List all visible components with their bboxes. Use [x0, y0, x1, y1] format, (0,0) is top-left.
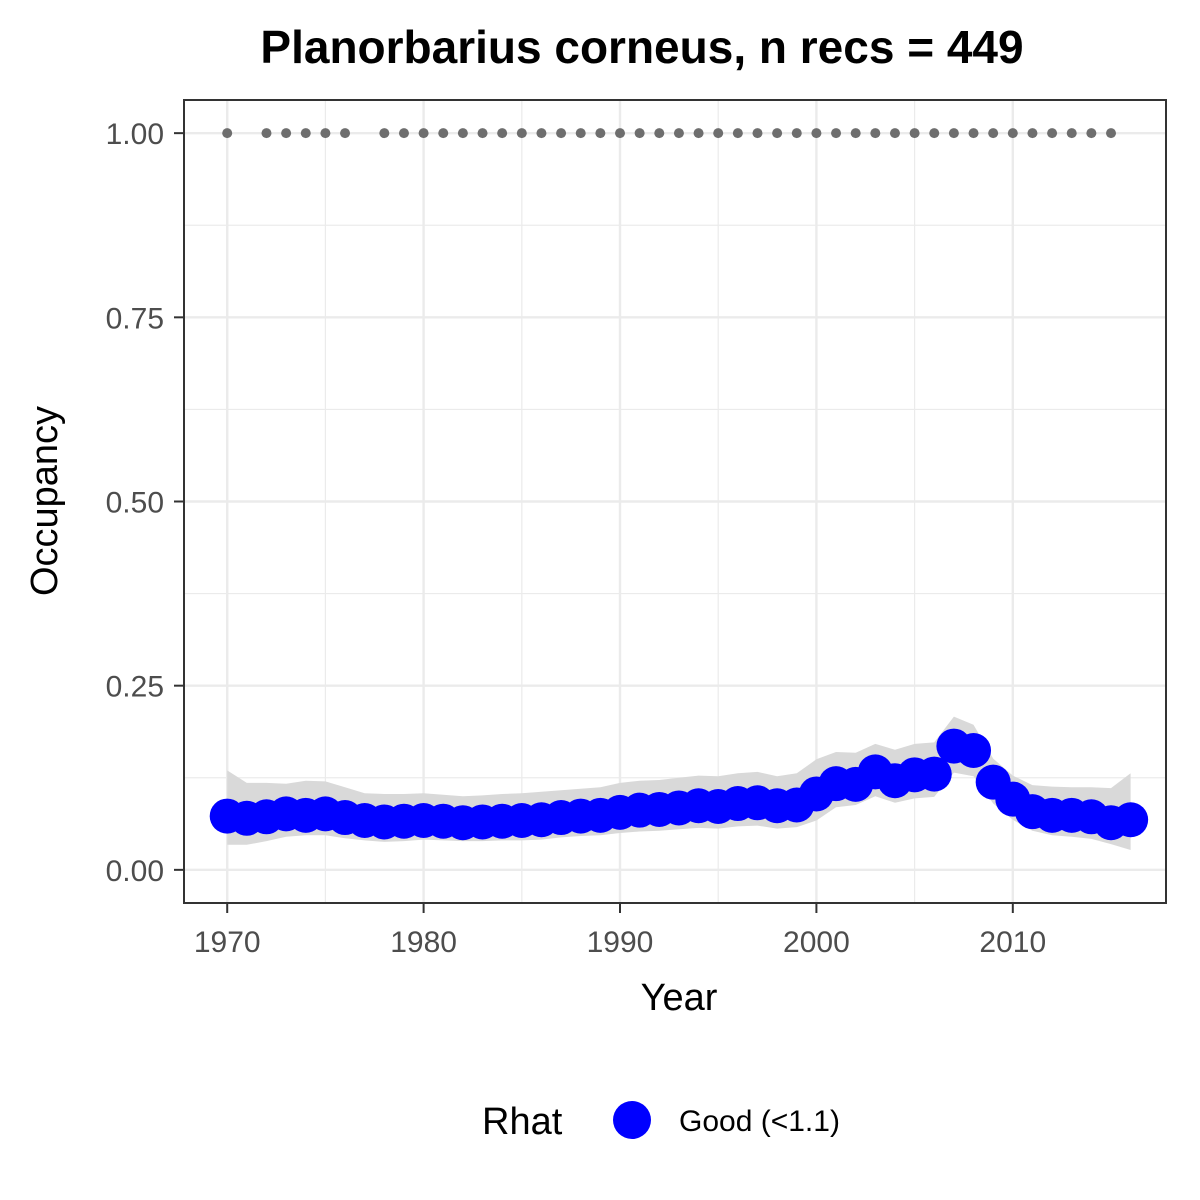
record-year-point	[418, 128, 429, 139]
record-year-point	[1066, 128, 1077, 139]
record-year-point	[261, 128, 272, 139]
occupancy-point	[916, 756, 952, 792]
record-year-point	[948, 128, 959, 139]
record-year-point	[1047, 128, 1058, 139]
record-year-point	[300, 128, 311, 139]
record-year-point	[340, 128, 351, 139]
record-year-point	[1106, 128, 1117, 139]
y-axis-title: Occupancy	[24, 406, 66, 596]
record-year-point	[811, 128, 822, 139]
record-year-point	[850, 128, 861, 139]
legend-label-good: Good (<1.1)	[679, 1105, 840, 1138]
record-year-point	[595, 128, 606, 139]
record-year-point	[615, 128, 626, 139]
record-year-point	[516, 128, 527, 139]
legend: Rhat Good (<1.1)	[482, 1101, 840, 1143]
x-tick-label: 1990	[587, 926, 654, 959]
y-tick-label: 0.00	[106, 855, 164, 888]
record-year-point	[1027, 128, 1038, 139]
record-year-point	[988, 128, 999, 139]
occupancy-estimate-points	[209, 728, 1149, 841]
y-axis: 0.00 0.25 0.50 0.75 1.00	[106, 118, 184, 888]
legend-key-good	[613, 1101, 651, 1139]
record-year-point	[889, 128, 900, 139]
record-year-point	[379, 128, 390, 139]
record-year-point	[222, 128, 233, 139]
y-tick-label: 0.50	[106, 487, 164, 520]
record-year-points	[222, 128, 1117, 139]
occupancy-point	[956, 733, 992, 769]
occupancy-point	[1113, 802, 1149, 838]
x-axis-title: Year	[641, 977, 718, 1019]
record-year-point	[713, 128, 724, 139]
record-year-point	[968, 128, 979, 139]
record-year-point	[575, 128, 586, 139]
record-year-point	[398, 128, 409, 139]
y-tick-label: 1.00	[106, 118, 164, 151]
x-axis: 1970 1980 1990 2000 2010	[194, 903, 1046, 959]
chart-title: Planorbarius corneus, n recs = 449	[260, 21, 1023, 73]
record-year-point	[693, 128, 704, 139]
x-tick-label: 2010	[979, 926, 1046, 959]
record-year-point	[1086, 128, 1097, 139]
record-year-point	[929, 128, 940, 139]
record-year-point	[457, 128, 468, 139]
record-year-point	[556, 128, 567, 139]
record-year-point	[477, 128, 488, 139]
record-year-point	[791, 128, 802, 139]
y-tick-label: 0.75	[106, 302, 164, 335]
record-year-point	[497, 128, 508, 139]
record-year-point	[320, 128, 331, 139]
record-year-point	[831, 128, 842, 139]
record-year-point	[673, 128, 684, 139]
record-year-point	[772, 128, 783, 139]
minor-gridlines	[184, 100, 1166, 903]
x-tick-label: 1970	[194, 926, 261, 959]
legend-title: Rhat	[482, 1101, 563, 1143]
record-year-point	[752, 128, 763, 139]
record-year-point	[732, 128, 743, 139]
record-year-point	[438, 128, 449, 139]
record-year-point	[870, 128, 881, 139]
record-year-point	[281, 128, 292, 139]
record-year-point	[909, 128, 920, 139]
record-year-point	[536, 128, 547, 139]
y-tick-label: 0.25	[106, 671, 164, 704]
record-year-point	[654, 128, 665, 139]
x-tick-label: 2000	[783, 926, 850, 959]
x-tick-label: 1980	[390, 926, 457, 959]
record-year-point	[634, 128, 645, 139]
record-year-point	[1007, 128, 1018, 139]
